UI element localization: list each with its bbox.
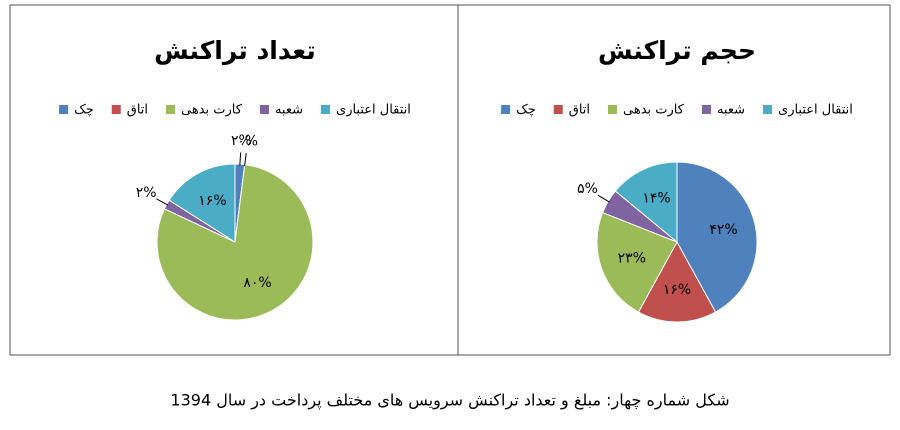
legend-label: کارت بدهی [181,103,243,118]
legend-swatch [763,105,773,114]
caption: شکل شماره چهار: مبلغ و تعداد تراکنش سروی… [170,391,729,411]
legend-label: شعبه [717,103,745,118]
legend-label: چک [516,103,536,118]
leader-line [244,152,247,167]
leader-line [597,194,610,203]
leader-line [156,198,169,206]
legend-label: اتاق [127,103,148,118]
legend-label: چک [74,103,94,118]
slice-label: ۲% [231,133,252,149]
slice-label: ۱۶% [198,193,226,209]
legend-label: اتاق [569,103,590,118]
legend-swatch [701,105,711,114]
slice-label: ۲% [136,185,157,201]
slice-label: ۱۶% [663,282,691,298]
legend-swatch [501,105,511,114]
pie-slice [614,161,678,244]
chart-title: حجم تراکنش [598,36,756,66]
legend-label: انتقال اعتباری [778,103,853,118]
legend-swatch [259,105,269,114]
legend-swatch [553,105,563,114]
slice-label: ۱۴% [642,191,670,207]
slice-label: ۰% [237,133,258,149]
slice-label: ۴۲% [709,222,737,238]
frame [9,4,891,356]
slice-label: ۵% [577,181,598,197]
pie-slice [168,163,236,243]
chart-title: تعداد تراکنش [154,36,316,66]
legend-label: انتقال اعتباری [336,103,411,118]
leader-line [239,152,242,166]
legend-swatch [166,105,176,114]
legend-swatch [608,105,618,114]
legend-swatch [321,105,331,114]
pie-slice [637,240,717,323]
pie-slice [596,211,678,313]
slice-label: ۲۳% [618,250,646,266]
slice-label: ۸۰% [243,275,271,291]
pie-slice [676,161,758,313]
legend-label: کارت بدهی [623,103,685,118]
legend-swatch [59,105,69,114]
legend-label: شعبه [275,103,303,118]
legend-swatch [111,105,121,114]
